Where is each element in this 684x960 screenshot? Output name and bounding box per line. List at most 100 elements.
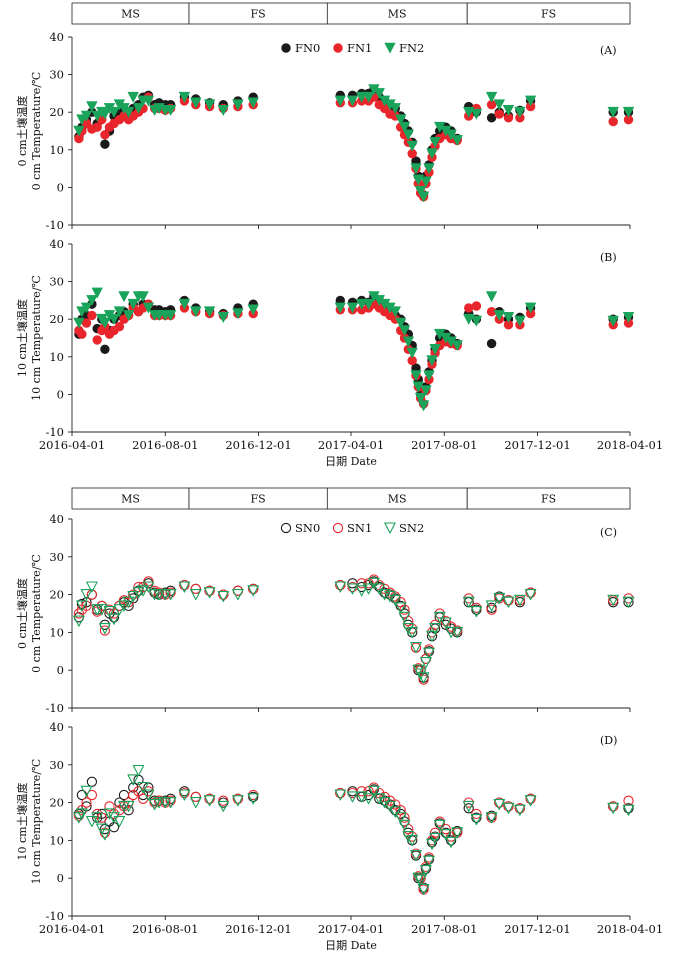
data-point-fn2 xyxy=(363,91,375,103)
legend-marker-fn0 xyxy=(281,43,291,53)
data-point-sn2 xyxy=(402,831,415,843)
data-point-sn2 xyxy=(103,606,116,618)
data-point-sn2 xyxy=(137,781,149,794)
y-tick-label: 10 xyxy=(49,350,64,364)
data-point-sn1 xyxy=(153,795,165,806)
data-point-sn1 xyxy=(452,625,463,636)
data-point-fn2 xyxy=(99,317,111,329)
data-point-sn2 xyxy=(373,583,386,595)
data-point-fn2 xyxy=(395,114,407,125)
data-point-sn2 xyxy=(346,791,359,803)
data-point-sn0 xyxy=(81,597,92,608)
data-point-fn2 xyxy=(493,99,505,110)
y-axis-title-en: 10 cm Temperature/℃ xyxy=(30,275,43,401)
data-point-sn2 xyxy=(96,823,108,835)
data-point-sn2 xyxy=(429,623,441,635)
y-tick-label: 20 xyxy=(49,588,64,602)
data-point-fn2 xyxy=(503,105,514,116)
x-tick-label: 2017-08-01 xyxy=(411,922,477,936)
data-point-sn2 xyxy=(426,630,438,642)
season-label: FS xyxy=(541,8,556,21)
data-point-fn2 xyxy=(81,110,92,122)
data-point-fn2 xyxy=(123,106,135,118)
season-label: FS xyxy=(251,493,266,506)
x-tick-label: 2017-08-01 xyxy=(411,438,477,452)
data-point-fn2 xyxy=(426,355,438,366)
x-tick-label: 2016-12-01 xyxy=(225,438,291,452)
data-point-sn1 xyxy=(204,585,215,596)
data-point-sn0 xyxy=(86,776,98,787)
data-point-sn2 xyxy=(190,589,202,601)
data-point-fn2 xyxy=(73,317,85,329)
data-point-sn1 xyxy=(486,604,497,615)
data-point-fn1 xyxy=(77,329,87,339)
data-point-fn2 xyxy=(389,103,401,114)
y-axis-title-cn: 0 cm土壤温度 xyxy=(15,95,29,166)
data-point-sn2 xyxy=(524,795,537,807)
x-tick-label: 2017-04-01 xyxy=(318,438,384,452)
y-axis-title-cn: 10 cm土壤温度 xyxy=(15,299,29,377)
data-point-sn2 xyxy=(607,594,619,606)
data-point-sn2 xyxy=(217,590,230,603)
data-point-sn2 xyxy=(122,596,135,608)
data-point-fn2 xyxy=(420,176,432,188)
legend-marker-sn2 xyxy=(384,522,396,534)
data-point-fn2 xyxy=(363,298,375,310)
data-point-fn2 xyxy=(486,291,498,302)
data-point-fn2 xyxy=(415,185,427,197)
data-point-sn1 xyxy=(165,587,176,598)
data-point-sn1 xyxy=(514,803,526,814)
data-point-sn2 xyxy=(389,806,402,818)
data-point-fn2 xyxy=(429,137,441,148)
data-point-sn2 xyxy=(355,585,368,597)
legend-marker-fn2 xyxy=(384,42,396,54)
data-point-sn2 xyxy=(493,798,506,811)
data-point-sn1 xyxy=(179,579,190,591)
data-point-fn2 xyxy=(247,304,259,316)
season-label: MS xyxy=(388,8,407,21)
data-point-sn1 xyxy=(525,587,536,598)
data-point-sn2 xyxy=(103,808,116,820)
legend-label-fn0: FN0 xyxy=(295,41,320,55)
data-point-sn2 xyxy=(378,589,391,601)
data-point-fn2 xyxy=(142,95,154,107)
legend-marker-fn1 xyxy=(333,43,343,53)
y-tick-label: 0 xyxy=(57,180,64,194)
y-tick-label: 0 xyxy=(57,663,64,677)
data-point-sn2 xyxy=(514,594,526,606)
data-point-fn1 xyxy=(87,310,97,321)
data-point-fn2 xyxy=(81,302,92,314)
data-point-sn1 xyxy=(128,789,139,801)
data-point-sn2 xyxy=(426,838,438,850)
data-point-fn0 xyxy=(486,113,497,123)
y-axis-title-en: 10 cm Temperature/℃ xyxy=(30,759,43,885)
y-axis-title-cn: 10 cm土壤温度 xyxy=(15,782,29,860)
y-tick-label: 0 xyxy=(57,387,64,401)
data-point-fn2 xyxy=(108,313,120,325)
y-tick-label: 30 xyxy=(49,68,64,82)
data-point-sn0 xyxy=(76,789,88,801)
x-tick-label: 2017-12-01 xyxy=(504,438,570,452)
data-point-fn2 xyxy=(395,317,407,329)
x-tick-label: 2016-08-01 xyxy=(132,922,198,936)
data-point-fn2 xyxy=(165,310,177,321)
data-point-sn2 xyxy=(99,623,111,635)
legend-label-sn1: SN1 xyxy=(347,521,372,535)
data-point-sn1 xyxy=(471,808,482,820)
data-point-sn0 xyxy=(440,619,451,630)
data-point-sn2 xyxy=(417,672,430,684)
x-tick-label: 2017-04-01 xyxy=(318,922,384,936)
data-point-fn2 xyxy=(108,106,120,118)
data-point-sn2 xyxy=(414,668,427,680)
data-point-sn1 xyxy=(410,848,422,859)
data-point-sn2 xyxy=(164,797,177,809)
data-point-sn2 xyxy=(137,585,149,597)
panel-label: (A) xyxy=(600,44,617,57)
data-point-fn2 xyxy=(356,91,368,103)
data-point-sn2 xyxy=(334,581,347,593)
data-point-sn2 xyxy=(118,600,130,612)
x-tick-label: 2018-04-01 xyxy=(597,922,663,936)
data-point-fn2 xyxy=(412,381,424,393)
data-point-sn2 xyxy=(622,596,635,608)
